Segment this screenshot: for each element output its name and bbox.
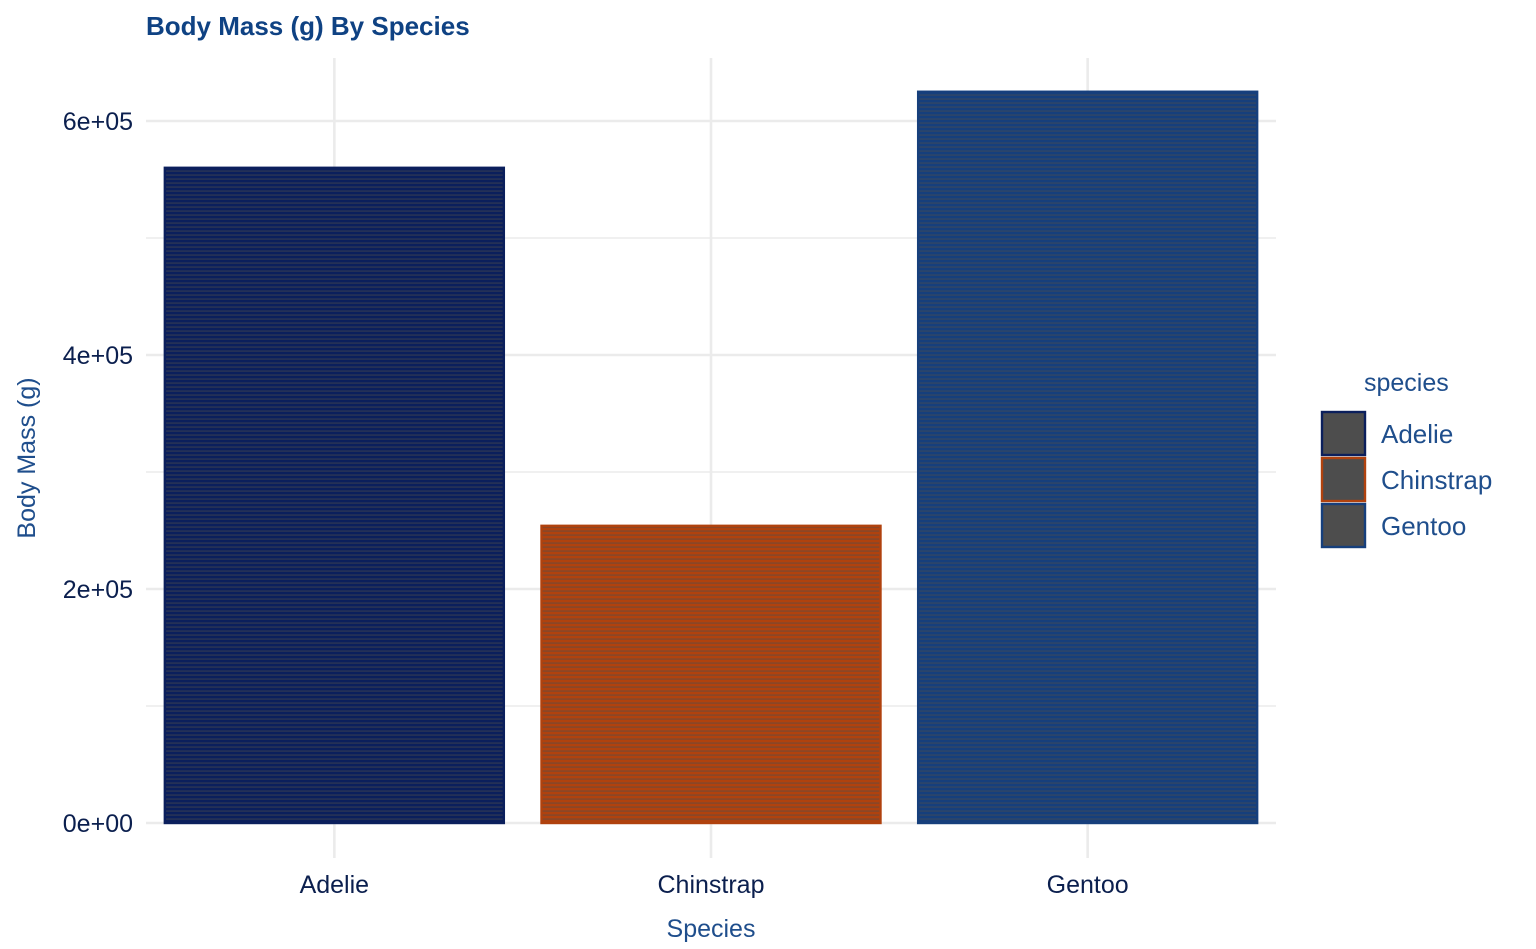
x-tick-label: Gentoo	[1047, 871, 1129, 899]
bar-gentoo	[916, 90, 1259, 825]
legend-label: Adelie	[1381, 419, 1453, 449]
legend-title: species	[1364, 369, 1449, 397]
x-tick-label: Chinstrap	[658, 871, 765, 899]
legend-label: Chinstrap	[1381, 465, 1492, 495]
legend-key-chinstrap	[1320, 456, 1367, 503]
legend-label: Gentoo	[1381, 511, 1466, 541]
x-axis-title: Species	[667, 915, 756, 943]
y-tick-label: 2e+05	[63, 576, 133, 604]
x-axis-ticks: Adelie Chinstrap Gentoo	[300, 871, 1129, 899]
y-tick-label: 0e+00	[63, 810, 133, 838]
y-tick-label: 6e+05	[63, 108, 133, 136]
bar-chinstrap	[540, 524, 882, 825]
y-axis-ticks: 0e+00 2e+05 4e+05 6e+05	[63, 108, 133, 838]
bar-adelie	[163, 166, 506, 825]
legend-key-adelie	[1320, 410, 1367, 457]
bars	[163, 90, 1259, 825]
legend-key-gentoo	[1320, 502, 1367, 549]
y-axis-title: Body Mass (g)	[13, 377, 41, 538]
y-tick-label: 4e+05	[63, 342, 133, 370]
chart-title: Body Mass (g) By Species	[146, 11, 470, 41]
legend: species Adelie Chinstrap Gentoo	[1320, 369, 1492, 549]
x-tick-label: Adelie	[300, 871, 370, 899]
